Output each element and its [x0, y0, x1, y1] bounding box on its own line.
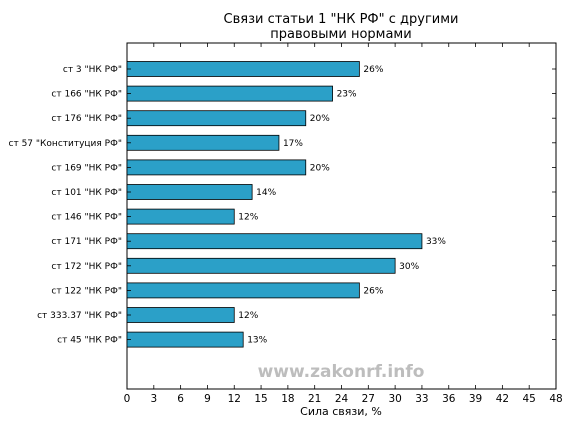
bar [126, 184, 253, 200]
bar-value-label: 26% [363, 286, 383, 296]
category-label: ст 3 "НК РФ" [63, 65, 122, 75]
x-tick-label: 45 [523, 393, 536, 405]
chart-title: Связи статьи 1 "НК РФ" с другими [224, 12, 459, 27]
bar [126, 85, 333, 102]
category-label: ст 171 "НК РФ" [51, 237, 122, 247]
bar-value-label: 23% [337, 90, 357, 100]
bar [126, 307, 235, 323]
bar-value-label: 13% [247, 336, 267, 346]
x-tick-label: 42 [496, 393, 509, 405]
x-tick-label: 27 [362, 393, 375, 405]
category-label: ст 101 "НК РФ" [51, 188, 122, 198]
bar [126, 331, 244, 348]
category-label: ст 57 "Конституция РФ" [9, 139, 122, 149]
bar-value-label: 17% [283, 139, 303, 149]
category-label: ст 122 "НК РФ" [51, 286, 122, 296]
bars-layer: 26% ст 3 "НК РФ" 23% ст 166 "НК РФ" 20% ст 17… [9, 61, 556, 348]
x-tick-label: 36 [442, 393, 456, 405]
bar-value-label: 30% [399, 262, 419, 272]
bar [126, 257, 396, 274]
x-tick-label: 21 [308, 393, 321, 405]
category-label: ст 45 "НК РФ" [57, 336, 122, 346]
bar [126, 208, 235, 225]
bar-value-label: 12% [238, 311, 258, 321]
chart-subtitle: правовыми нормами [270, 27, 411, 42]
bar [126, 61, 360, 77]
bar [126, 134, 280, 151]
x-tick-label: 39 [469, 393, 482, 405]
bar [126, 282, 360, 299]
bar [126, 159, 307, 176]
x-tick-label: 18 [281, 393, 294, 405]
x-tick-label: 24 [335, 393, 349, 405]
x-tick-label: 30 [388, 393, 401, 405]
bar [126, 233, 423, 250]
x-tick-label: 15 [254, 393, 267, 405]
bar-value-label: 20% [310, 163, 330, 173]
category-label: ст 333.37 "НК РФ" [37, 311, 122, 321]
watermark: www.zakonrf.info [258, 362, 425, 382]
x-axis: 0 3 6 9 12 15 18 21 24 27 30 33 36 39 42 45 48 [124, 43, 563, 405]
category-label: ст 169 "НК РФ" [51, 163, 122, 173]
x-tick-label: 6 [177, 393, 184, 405]
bar-value-label: 33% [426, 237, 446, 247]
x-tick-label: 12 [228, 393, 241, 405]
x-tick-label: 3 [150, 393, 157, 405]
x-tick-label: 33 [415, 393, 428, 405]
x-tick-label: 9 [204, 393, 211, 405]
bar [126, 110, 307, 127]
category-label: ст 166 "НК РФ" [51, 90, 122, 100]
category-label: ст 146 "НК РФ" [51, 213, 122, 223]
bar-value-label: 14% [256, 188, 276, 198]
bar-value-label: 12% [238, 213, 258, 223]
category-label: ст 176 "НК РФ" [51, 114, 122, 124]
x-tick-label: 48 [549, 393, 562, 405]
category-label: ст 172 "НК РФ" [51, 262, 122, 272]
bar-value-label: 20% [310, 114, 330, 124]
x-axis-label: Сила связи, % [300, 405, 382, 418]
x-tick-label: 0 [124, 393, 131, 405]
bar-value-label: 26% [363, 65, 383, 75]
